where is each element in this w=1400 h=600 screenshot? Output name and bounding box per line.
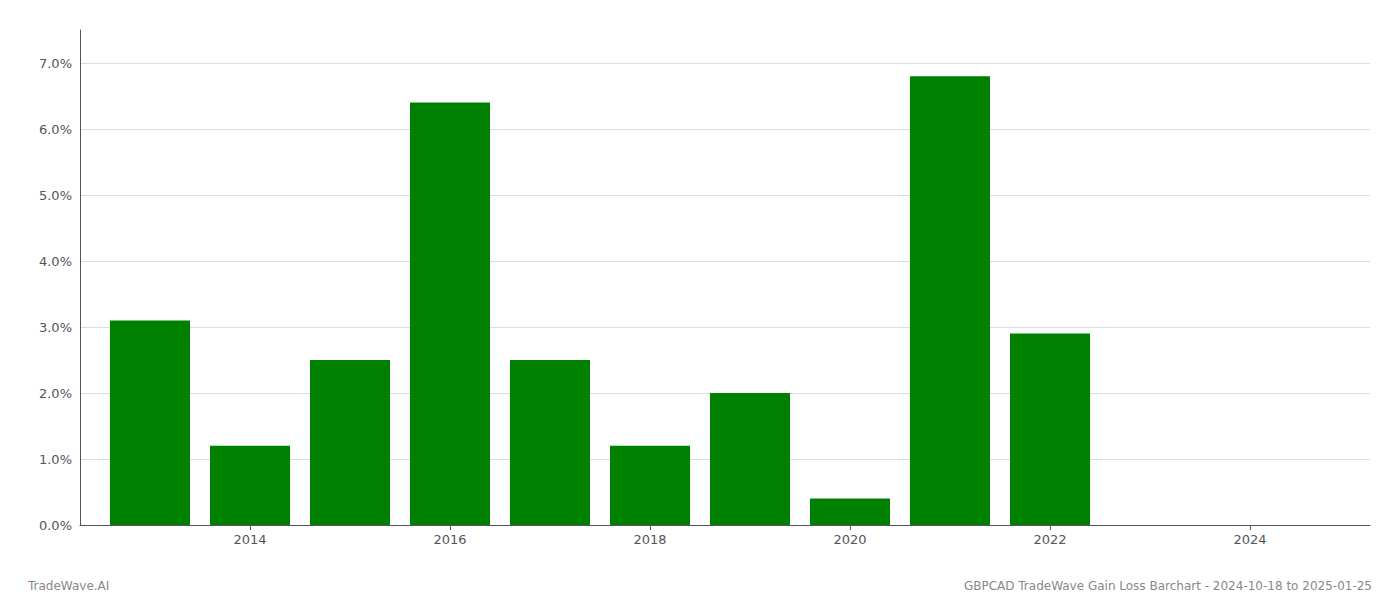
- svg-text:2024: 2024: [1233, 532, 1266, 547]
- svg-text:TradeWave.AI: TradeWave.AI: [27, 579, 109, 593]
- svg-text:5.0%: 5.0%: [39, 188, 72, 203]
- svg-text:2.0%: 2.0%: [39, 386, 72, 401]
- svg-text:2022: 2022: [1033, 532, 1066, 547]
- svg-text:2016: 2016: [433, 532, 466, 547]
- svg-text:6.0%: 6.0%: [39, 122, 72, 137]
- svg-text:0.0%: 0.0%: [39, 518, 72, 533]
- svg-text:2018: 2018: [633, 532, 666, 547]
- svg-text:2020: 2020: [833, 532, 866, 547]
- svg-text:4.0%: 4.0%: [39, 254, 72, 269]
- svg-text:7.0%: 7.0%: [39, 56, 72, 71]
- svg-text:GBPCAD TradeWave Gain Loss Bar: GBPCAD TradeWave Gain Loss Barchart - 20…: [964, 579, 1372, 593]
- svg-text:2014: 2014: [233, 532, 266, 547]
- svg-text:3.0%: 3.0%: [39, 320, 72, 335]
- svg-text:1.0%: 1.0%: [39, 452, 72, 467]
